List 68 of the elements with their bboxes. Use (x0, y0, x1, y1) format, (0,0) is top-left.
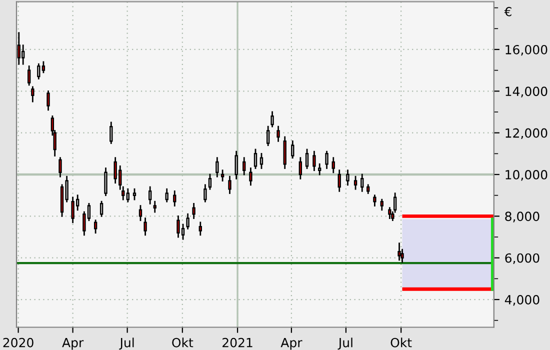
candlestick (186, 213, 190, 230)
candlestick (192, 202, 196, 219)
candlestick (373, 194, 376, 206)
candlestick (234, 150, 238, 180)
candlestick (153, 200, 156, 213)
candlestick (298, 157, 302, 180)
candlestick (398, 242, 401, 261)
candlestick (291, 140, 294, 159)
candlestick (249, 168, 252, 186)
candlestick (346, 170, 350, 186)
candlestick (58, 157, 62, 178)
candlestick (276, 126, 280, 142)
candlestick (305, 148, 309, 169)
candlestick (42, 61, 46, 74)
candlestick (312, 150, 316, 172)
candlestick (138, 205, 142, 222)
x-tick-label: Okt (172, 338, 194, 348)
candlestick (144, 218, 147, 236)
candlestick (104, 168, 108, 196)
candlestick (354, 176, 358, 190)
y-tick-label: 12,000 (506, 128, 548, 140)
candlestick (228, 176, 232, 194)
candlestick (132, 188, 136, 200)
candlestick (46, 90, 50, 111)
y-tick-label: 16,000 (506, 44, 548, 56)
candlestick (148, 186, 152, 204)
candlestick (318, 163, 322, 176)
x-tick-label: Apr (280, 338, 302, 350)
candlestick (31, 86, 34, 102)
candlestick (126, 188, 130, 202)
candlestick (380, 198, 384, 211)
x-tick-label: Okt (390, 338, 412, 348)
y-tick-label: 4,000 (504, 295, 540, 306)
candlestick (17, 32, 20, 65)
candlestick (37, 63, 40, 80)
candlestick (100, 200, 104, 217)
candlestick (254, 148, 258, 169)
candlestick (388, 207, 392, 219)
candlestick (208, 174, 212, 190)
candlestick (94, 220, 98, 234)
candlestick (165, 188, 168, 202)
candlestick (283, 136, 286, 169)
candlestick (216, 157, 219, 178)
candlestick (27, 65, 31, 86)
x-tick-label: 2021 (222, 338, 252, 348)
y-axis-title: € (504, 6, 512, 16)
candlestick (110, 122, 113, 144)
candlestick (22, 44, 25, 65)
y-tick-label: 8,000 (505, 212, 540, 222)
y-tick-label: 10,000 (506, 170, 548, 181)
y-tick-label: 14,000 (506, 86, 548, 98)
candlestick (220, 170, 224, 182)
x-tick-label: Jul (119, 338, 134, 350)
candlestick (242, 157, 246, 176)
x-tick-label: 2020 (3, 338, 34, 348)
x-tick-label: Jul (338, 338, 352, 350)
candlestick (266, 126, 270, 146)
candlestick (325, 150, 328, 169)
candlestick (198, 222, 202, 236)
y-tick-label: 6,000 (505, 253, 540, 264)
candlestick (204, 184, 207, 202)
candlestick (360, 174, 364, 192)
candlestick (332, 157, 335, 174)
x-tick-label: Apr (62, 338, 84, 350)
candlestick (173, 190, 176, 206)
candlestick (260, 152, 264, 169)
candlestick (338, 170, 341, 192)
candlestick (270, 111, 274, 128)
